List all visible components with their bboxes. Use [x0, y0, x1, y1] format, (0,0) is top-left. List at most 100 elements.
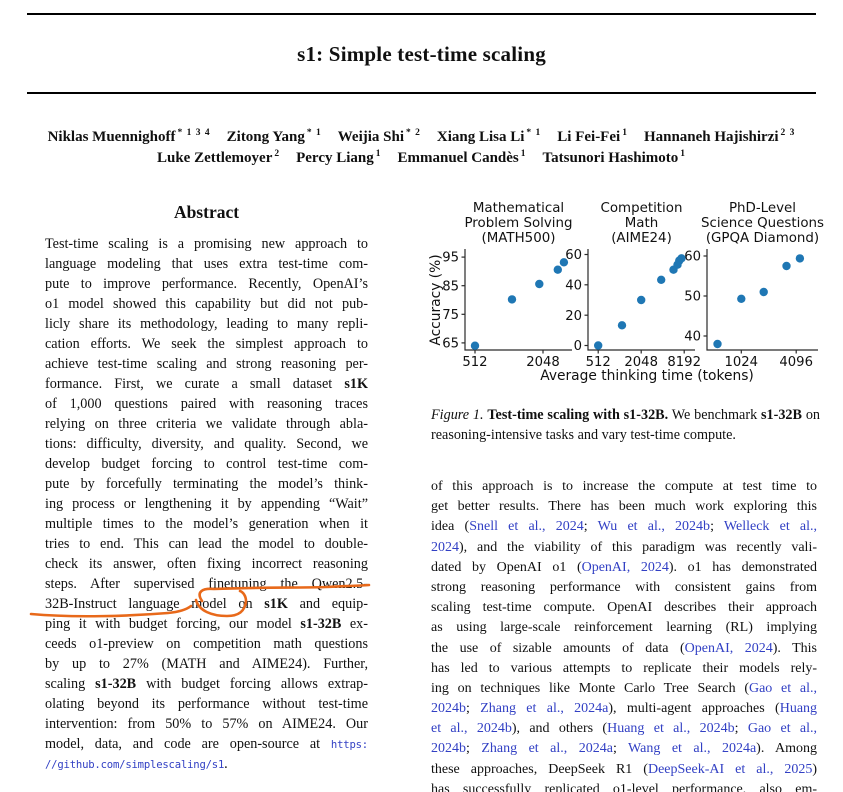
svg-text:1024: 1024 [725, 355, 759, 370]
text-segment: pute by forcefully terminating the model… [45, 476, 368, 492]
citation-link[interactable]: Wu et al., 2024b [597, 519, 711, 535]
text-segment: We benchmark [668, 407, 761, 423]
abstract-text: Test-time scaling is a promising new app… [45, 234, 368, 774]
citation-link[interactable]: Gao et al., [748, 680, 817, 696]
abstract-line: 32B-Instruct language model on s1K and e… [45, 594, 368, 614]
author-line-1: Niklas Muennighoff * 1 3 4 Zitong Yang * 1 W… [0, 128, 843, 146]
text-segment: cation efforts. We seek the simplest app… [45, 336, 368, 352]
data-point [617, 321, 627, 330]
repo-url-link[interactable]: //github.com/simplescaling/s1 [45, 759, 225, 771]
citation-link[interactable]: OpenAI, 2024 [684, 640, 773, 656]
author-affiliation-sup: 1 [375, 149, 382, 159]
body-line: of this approach is to increase the comp… [431, 477, 817, 497]
abstract-line: pute to improve performance. Recently, O… [45, 274, 368, 294]
text-segment: ; [612, 741, 629, 757]
text-segment: has led to various attempts to replicate… [431, 660, 817, 676]
body-line: has led to various attempts to replicate… [431, 659, 817, 679]
body-line: 2024b; Zhang et al., 2024a; Wang et al.,… [431, 739, 817, 759]
data-point [553, 265, 562, 274]
abstract-line: multiple times to the model’s generation… [45, 514, 368, 534]
citation-link[interactable]: 2024b [431, 741, 466, 757]
author-affiliation-sup: 2 [274, 149, 281, 159]
author: Luke Zettlemoyer 2 [156, 149, 281, 166]
abstract-line: Test-time scaling is a promising new app… [45, 234, 368, 254]
author: Emmanuel Candès 1 [397, 149, 527, 166]
text-segment: ) [812, 761, 817, 777]
text-segment: by up to 27% (MATH and AIME24). Further, [45, 656, 368, 672]
text-segment: ). This [772, 640, 817, 656]
body-line: scaling test-time compute. OpenAI descri… [431, 598, 817, 618]
svg-text:512: 512 [462, 355, 487, 370]
citation-link[interactable]: 2024 [431, 539, 459, 555]
citation-link[interactable]: OpenAI, 2024 [581, 559, 669, 575]
body-line: the use of sizable amounts of data (Open… [431, 639, 817, 659]
svg-text:Science Questions: Science Questions [701, 216, 824, 231]
author: Xiang Lisa Li * 1 [436, 128, 542, 145]
abstract-line: achieve test-time scaling and strong rea… [45, 354, 368, 374]
svg-text:40: 40 [565, 278, 582, 293]
text-segment: relying on three criteria we validate th… [45, 416, 368, 432]
text-segment: strong reasoning performance with consis… [431, 579, 817, 595]
top-rule [27, 13, 816, 16]
citation-link[interactable]: Welleck et al., [723, 519, 817, 535]
text-segment: scaling [45, 676, 96, 692]
author-affiliation-sup: 2 3 [780, 128, 796, 138]
text-segment: ). Among [756, 741, 817, 757]
data-point [677, 254, 686, 263]
abstract-line: steps. After supervised finetuning the Q… [45, 574, 368, 594]
citation-link[interactable]: Wang et al., 2024a [628, 741, 757, 757]
svg-text:Math: Math [625, 216, 659, 231]
author: Niklas Muennighoff * 1 3 4 [47, 128, 211, 145]
svg-text:(GPQA Diamond): (GPQA Diamond) [706, 231, 819, 246]
text-segment: intervention: from 50% to 57% on AIME24.… [45, 716, 368, 732]
body-line: idea (Snell et al., 2024; Wu et al., 202… [431, 517, 817, 537]
author-affiliation-sup: * 1 [306, 128, 322, 138]
citation-link[interactable]: Zhang et al., 2024a [480, 701, 609, 717]
svg-text:Mathematical: Mathematical [473, 201, 564, 216]
svg-text:60: 60 [565, 248, 582, 263]
text-segment: idea ( [431, 519, 470, 535]
citation-link[interactable]: Huang [779, 701, 817, 717]
text-segment: steps. After supervised finetuning the Q… [45, 576, 368, 592]
citation-link[interactable]: Gao et al., [747, 721, 817, 737]
text-segment: and equip- [287, 596, 368, 612]
text-segment: dated by OpenAI o1 ( [431, 559, 582, 575]
data-point [594, 341, 603, 350]
svg-text:Competition: Competition [601, 201, 683, 216]
page-title: s1: Simple test-time scaling [297, 42, 546, 66]
citation-link[interactable]: Zhang et al., 2024a [481, 741, 613, 757]
abstract-line: check its answer, often fixing incorrect… [45, 554, 368, 574]
svg-text:85: 85 [442, 279, 459, 294]
text-segment: ), and others ( [511, 721, 608, 737]
abstract-line: olating beyond its performance without t… [45, 694, 368, 714]
citation-link[interactable]: Snell et al., 2024 [469, 519, 584, 535]
svg-text:0: 0 [574, 339, 582, 354]
citation-link[interactable]: Huang et al., 2024b [607, 721, 735, 737]
abstract-line: pute by forcefully terminating the model… [45, 474, 368, 494]
abstract-line: scaling s1-32B with budget forcing allow… [45, 674, 368, 694]
body-line: ing on techniques like Monte Carlo Tree … [431, 679, 817, 699]
text-segment: ; [734, 721, 748, 737]
abstract-line: tries to end. This can lead the model to… [45, 534, 368, 554]
repo-url-link[interactable]: https: [330, 739, 368, 751]
text-segment: 32B-Instruct language model on [45, 596, 265, 612]
svg-text:4096: 4096 [779, 355, 813, 370]
body-line: as using large-scale reinforcement learn… [431, 618, 817, 638]
citation-link[interactable]: DeepSeek-AI et al., 2025 [647, 761, 813, 777]
text-segment: Figure 1. [431, 407, 484, 423]
title-rule [27, 92, 816, 95]
author: Percy Liang 1 [296, 149, 382, 166]
svg-text:512: 512 [586, 355, 611, 370]
svg-text:65: 65 [442, 337, 459, 352]
author-affiliation-sup: * 1 3 4 [177, 128, 211, 138]
citation-link[interactable]: 2024b [431, 701, 466, 717]
text-segment: on reasoning-intensive tasks and vary te… [431, 407, 821, 443]
svg-text:2048: 2048 [526, 355, 560, 370]
author-affiliation-sup: 1 [622, 128, 628, 138]
text-segment: model, data, and code are open-source at [45, 736, 331, 752]
citation-link[interactable]: et al., 2024b [431, 721, 512, 737]
body-line: dated by OpenAI o1 (OpenAI, 2024). o1 ha… [431, 558, 817, 578]
